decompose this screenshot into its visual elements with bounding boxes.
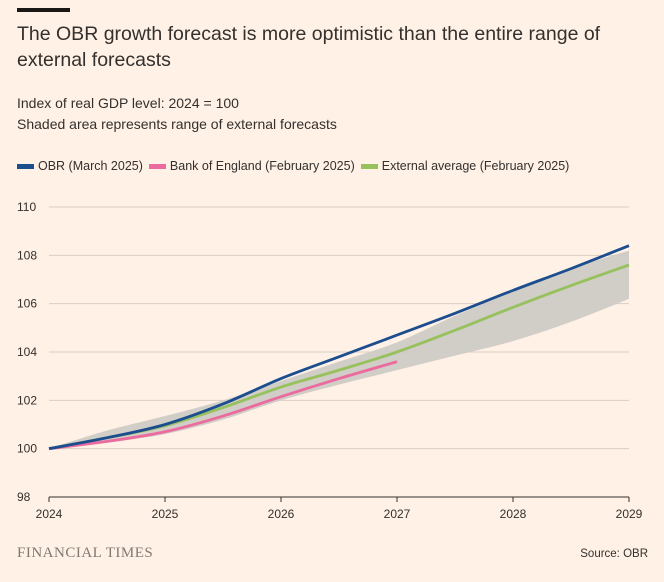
legend-label-boe: Bank of England (February 2025) — [169, 159, 355, 173]
y-tick-label-104: 104 — [17, 345, 37, 359]
x-tick-label-2029: 2029 — [616, 507, 643, 521]
gdp-forecast-chart: 98 100 102 104 106 108 110 2024 2025 2026 2027 2028… — [17, 200, 643, 521]
chart-legend: OBR (March 2025) Bank of England (Februa… — [17, 157, 575, 175]
y-tick-label-108: 108 — [17, 248, 37, 262]
legend-swatch-external — [360, 163, 378, 169]
obr-line — [48, 244, 630, 451]
series-layer — [48, 244, 630, 451]
subtitle-line-1: Index of real GDP level: 2024 = 100 — [17, 95, 239, 111]
y-tick-label-106: 106 — [17, 297, 37, 311]
y-tick-label-102: 102 — [17, 393, 37, 407]
legend-item-boe: Bank of England (February 2025) — [148, 159, 355, 173]
legend-label-obr: OBR (March 2025) — [38, 159, 143, 173]
legend-swatch-obr — [17, 163, 34, 169]
y-tick-label-110: 110 — [17, 200, 36, 214]
y-tick-label-98: 98 — [17, 490, 31, 504]
x-tick-label-2028: 2028 — [500, 507, 527, 521]
x-tick-label-2027: 2027 — [384, 507, 411, 521]
grid-layer — [49, 206, 629, 450]
legend-label-external: External average (February 2025) — [381, 159, 570, 173]
chart-title: The OBR growth forecast is more optimist… — [17, 23, 601, 71]
axis-layer: 98 100 102 104 106 108 110 2024 2025 2026 2027 2028… — [17, 200, 643, 521]
external-range-band — [49, 250, 629, 449]
source-note: Source: OBR — [580, 548, 648, 560]
y-tick-label-100: 100 — [17, 442, 37, 456]
legend-swatch-boe — [148, 163, 166, 169]
chart-subtitle: Index of real GDP level: 2024 = 100 Shad… — [17, 93, 637, 135]
x-tick-label-2026: 2026 — [268, 507, 295, 521]
header-accent-bar — [17, 8, 70, 12]
x-tick-label-2025: 2025 — [152, 507, 179, 521]
subtitle-line-2: Shaded area represents range of external… — [17, 116, 337, 132]
range-layer — [49, 250, 629, 449]
ft-logo: FINANCIAL TIMES — [17, 545, 154, 561]
legend-item-obr: OBR (March 2025) — [17, 159, 143, 173]
x-tick-label-2024: 2024 — [36, 507, 63, 521]
boe-line — [48, 360, 398, 451]
legend-item-external: External average (February 2025) — [360, 159, 570, 173]
